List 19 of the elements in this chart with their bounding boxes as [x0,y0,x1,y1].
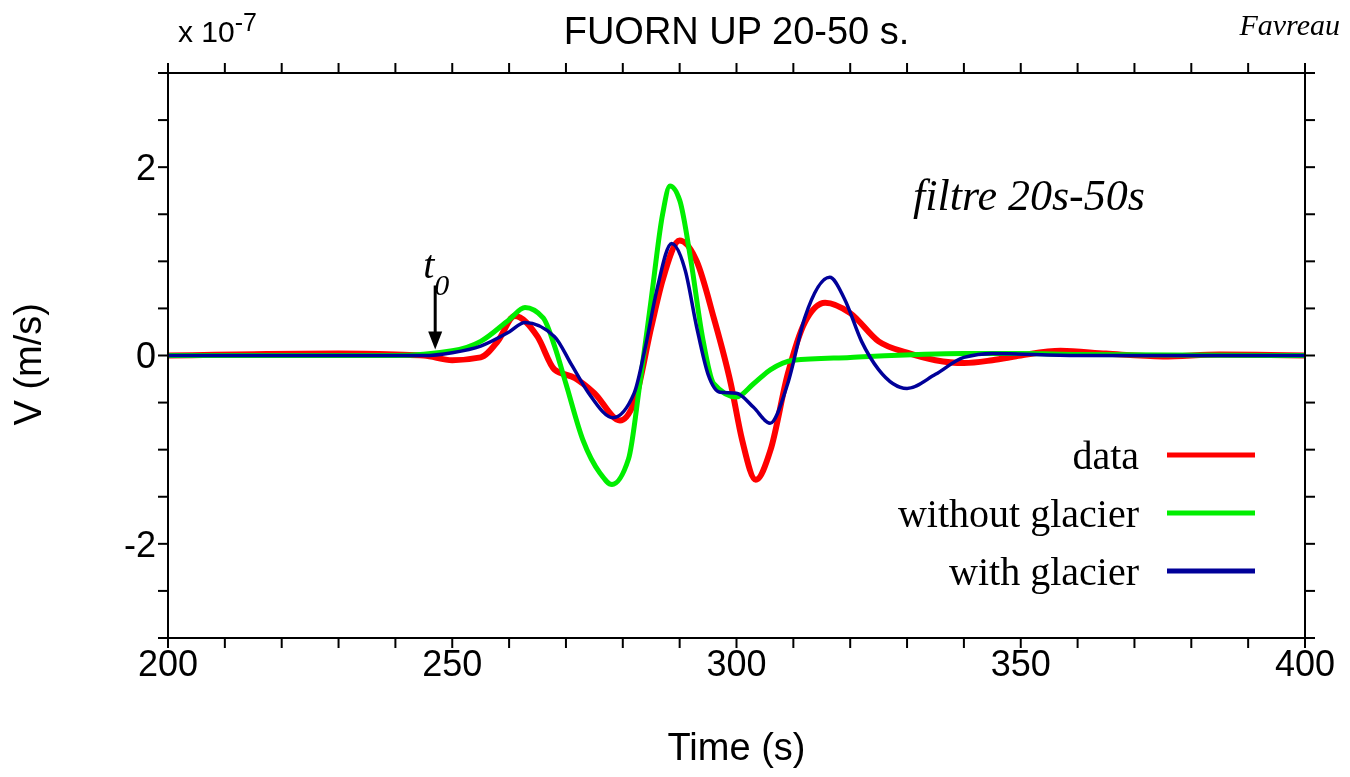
y-axis-title: V (m/s) [7,303,50,426]
legend-label: with glacier [949,547,1139,595]
legend-label: data [1072,431,1139,479]
x-axis-title: Time (s) [667,726,806,768]
x-tick-label: 250 [422,642,483,684]
annotation: filtre 20s-50s [913,170,1145,221]
x-tick-label: 350 [990,642,1051,684]
annotation: t$_{0}$ [423,241,450,300]
chart-title: FUORN UP 20-50 s. [563,10,910,52]
legend-label: without glacier [897,489,1139,537]
x-tick-label: 400 [1274,642,1336,684]
y-tick-label: 0 [135,335,156,377]
line-series [168,241,1305,426]
x-tick-label: 300 [706,642,767,684]
y-tick-label: 2 [135,146,156,188]
text: Favreau [1239,8,1340,42]
x-tick-label: 200 [137,642,199,684]
y-tick-label: -2 [123,523,156,565]
text: x 10$^{-7}$ [178,8,257,49]
